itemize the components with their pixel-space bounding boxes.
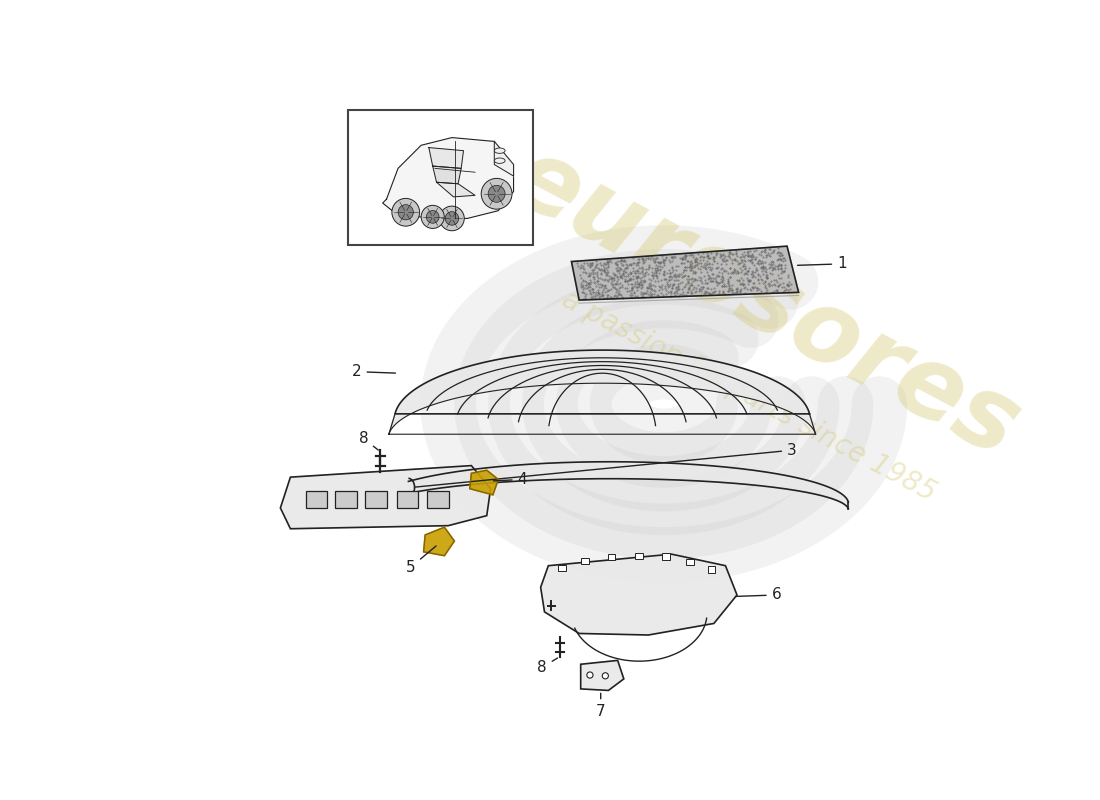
Polygon shape: [494, 142, 514, 176]
Text: 8: 8: [538, 658, 558, 675]
Text: 5: 5: [406, 546, 436, 574]
Circle shape: [421, 206, 444, 229]
Bar: [582, 558, 590, 564]
Bar: [348, 110, 534, 245]
Bar: [686, 558, 694, 565]
Bar: [707, 566, 715, 573]
Circle shape: [440, 206, 464, 230]
Circle shape: [587, 672, 593, 678]
Text: 6: 6: [736, 587, 781, 602]
Text: 8: 8: [359, 431, 378, 450]
Bar: [559, 565, 566, 571]
Text: 7: 7: [596, 694, 605, 719]
Circle shape: [488, 186, 505, 202]
Bar: [428, 491, 449, 508]
Circle shape: [446, 212, 459, 226]
Text: a passion for parts since 1985: a passion for parts since 1985: [557, 286, 940, 507]
Polygon shape: [541, 554, 737, 635]
Bar: [397, 491, 418, 508]
Text: eurosores: eurosores: [493, 129, 1035, 478]
Ellipse shape: [494, 148, 505, 154]
Bar: [336, 491, 356, 508]
Circle shape: [427, 210, 439, 223]
Circle shape: [602, 673, 608, 679]
Polygon shape: [432, 166, 461, 184]
Bar: [306, 491, 328, 508]
Bar: [636, 553, 644, 558]
Polygon shape: [280, 466, 491, 529]
Polygon shape: [389, 350, 815, 434]
Circle shape: [392, 198, 419, 226]
Circle shape: [398, 205, 414, 220]
Bar: [607, 554, 615, 560]
Text: 1: 1: [798, 256, 847, 271]
Circle shape: [481, 178, 512, 209]
Ellipse shape: [494, 158, 505, 163]
Bar: [365, 491, 387, 508]
Polygon shape: [581, 661, 624, 690]
Polygon shape: [429, 147, 463, 168]
Polygon shape: [437, 182, 475, 197]
Polygon shape: [383, 138, 514, 218]
Text: 4: 4: [494, 472, 527, 487]
Polygon shape: [424, 527, 454, 556]
Polygon shape: [572, 246, 799, 300]
Polygon shape: [470, 470, 498, 495]
Text: 3: 3: [415, 442, 796, 487]
Text: 2: 2: [352, 364, 395, 379]
Bar: [662, 554, 670, 559]
